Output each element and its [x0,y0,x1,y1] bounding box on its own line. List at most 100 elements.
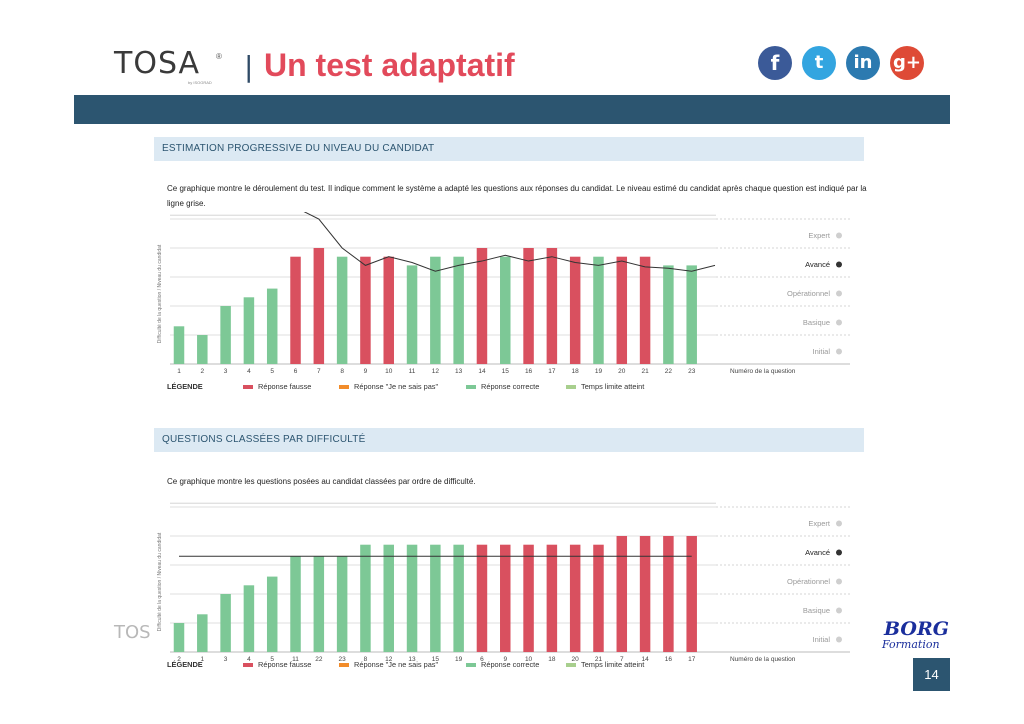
footer-tosa-logo: TOS [114,622,151,643]
borg-logo-line2: Formation [882,638,940,651]
level-label-4: Expert [808,519,831,528]
x-tick-label: 20 [618,368,626,375]
x-tick-label: 22 [665,368,673,375]
header-banner [74,95,950,124]
legend-title: LÉGENDE [167,382,203,391]
bar-question-9 [500,544,511,652]
legend-swatch [566,663,576,668]
bar-question-13 [406,544,418,652]
x-tick-label: 12 [432,368,440,375]
level-dot-4 [836,520,842,527]
x-tick-label: 1 [177,368,181,375]
level-label-0: Initial [812,347,830,356]
legend-label: Temps limite atteint [581,382,645,391]
x-tick-label: 23 [688,368,696,375]
x-tick-label: 5 [270,368,274,375]
level-dot-2 [836,290,842,297]
legend-label: Temps limite atteint [581,660,645,669]
twitter-icon[interactable]: t [802,46,836,80]
section-heading-classees: QUESTIONS CLASSÉES PAR DIFFICULTÉ [154,428,864,452]
chart-estimation: Difficulté de la question / Niveau du ca… [150,212,860,392]
bar-question-16 [663,536,674,652]
bar-question-6 [290,256,301,364]
x-tick-label: 10 [385,368,393,375]
bar-question-21 [639,256,651,364]
legend-item: Réponse fausse [243,382,311,391]
y-axis-label: Difficulté de la question / Niveau du ca… [157,532,163,631]
legend-swatch [243,385,253,390]
legend-item: Réponse correcte [466,382,539,391]
bar-question-3 [220,594,231,652]
bar-question-2 [173,623,185,652]
bar-question-7 [616,536,628,652]
legend-item: Réponse fausse [243,660,311,669]
x-tick-label: 15 [432,656,440,663]
facebook-icon[interactable]: f [758,46,792,80]
x-tick-label: 17 [688,656,696,663]
bar-question-2 [197,335,208,364]
tosa-logo-registered: ® [216,52,222,61]
legend-classees: LÉGENDE Réponse fausse Réponse "Je ne sais… [167,659,727,671]
linkedin-icon[interactable]: in [846,46,880,80]
section-description-classees: Ce graphique montre les questions posées… [167,477,476,486]
level-dot-1 [836,319,842,326]
legend-item: Réponse correcte [466,660,539,669]
x-tick-label: 1 [200,656,204,663]
bar-question-12 [430,256,441,364]
bar-question-14 [476,248,488,364]
bar-question-10 [523,544,534,652]
x-tick-label: 6 [480,656,484,663]
bar-question-4 [243,585,255,652]
bar-question-12 [383,544,394,652]
x-tick-label: 13 [455,368,463,375]
legend-item: Temps limite atteint [566,660,644,669]
bar-question-21 [593,544,604,652]
bar-question-17 [686,536,697,652]
bar-question-19 [593,256,604,364]
x-tick-label: 13 [408,656,416,663]
bar-question-10 [383,256,394,364]
x-tick-label: 8 [340,368,344,375]
level-dot-2 [836,578,842,585]
bar-question-22 [663,265,674,364]
x-tick-label: 6 [294,368,298,375]
legend-label: Réponse correcte [481,382,540,391]
level-label-2: Opérationnel [787,577,830,586]
bar-question-23 [336,556,348,652]
legend-item: Réponse "Je ne sais pas" [339,382,438,391]
level-dot-4 [836,232,842,239]
legend-swatch [466,385,476,390]
bar-question-9 [360,256,371,364]
bar-question-15 [500,256,511,364]
legend-swatch [243,663,253,668]
bar-question-8 [360,544,371,652]
x-tick-label: 22 [315,656,323,663]
x-tick-label: 4 [247,368,251,375]
x-tick-label: 19 [595,368,603,375]
level-dot-1 [836,607,842,614]
googleplus-icon[interactable]: g+ [890,46,924,80]
bar-question-22 [313,556,325,652]
bar-question-1 [173,326,185,364]
bar-question-19 [453,544,464,652]
level-dot-3 [836,549,842,556]
x-tick-label: 4 [247,656,251,663]
bar-question-15 [430,544,441,652]
x-tick-label: 18 [548,656,556,663]
bar-question-16 [523,248,534,364]
legend-estimation: LÉGENDE Réponse fausse Réponse "Je ne sais… [167,381,727,393]
level-dot-0 [836,348,842,355]
x-tick-label: 23 [339,656,347,663]
chart-svg: Difficulté de la question / Niveau du ca… [157,502,850,663]
legend-label: Réponse "Je ne sais pas" [354,382,439,391]
level-label-2: Opérationnel [787,289,830,298]
legend-label: Réponse "Je ne sais pas" [354,660,439,669]
x-tick-label: 7 [620,656,624,663]
page-title: Un test adaptatif [264,47,515,83]
tosa-logo: TOSA [114,46,201,81]
section-heading-estimation: ESTIMATION PROGRESSIVE DU NIVEAU DU CAND… [154,137,864,161]
bar-question-20 [569,544,581,652]
x-tick-label: 10 [525,656,533,663]
level-label-1: Basique [803,318,830,327]
x-tick-label: 7 [317,368,321,375]
